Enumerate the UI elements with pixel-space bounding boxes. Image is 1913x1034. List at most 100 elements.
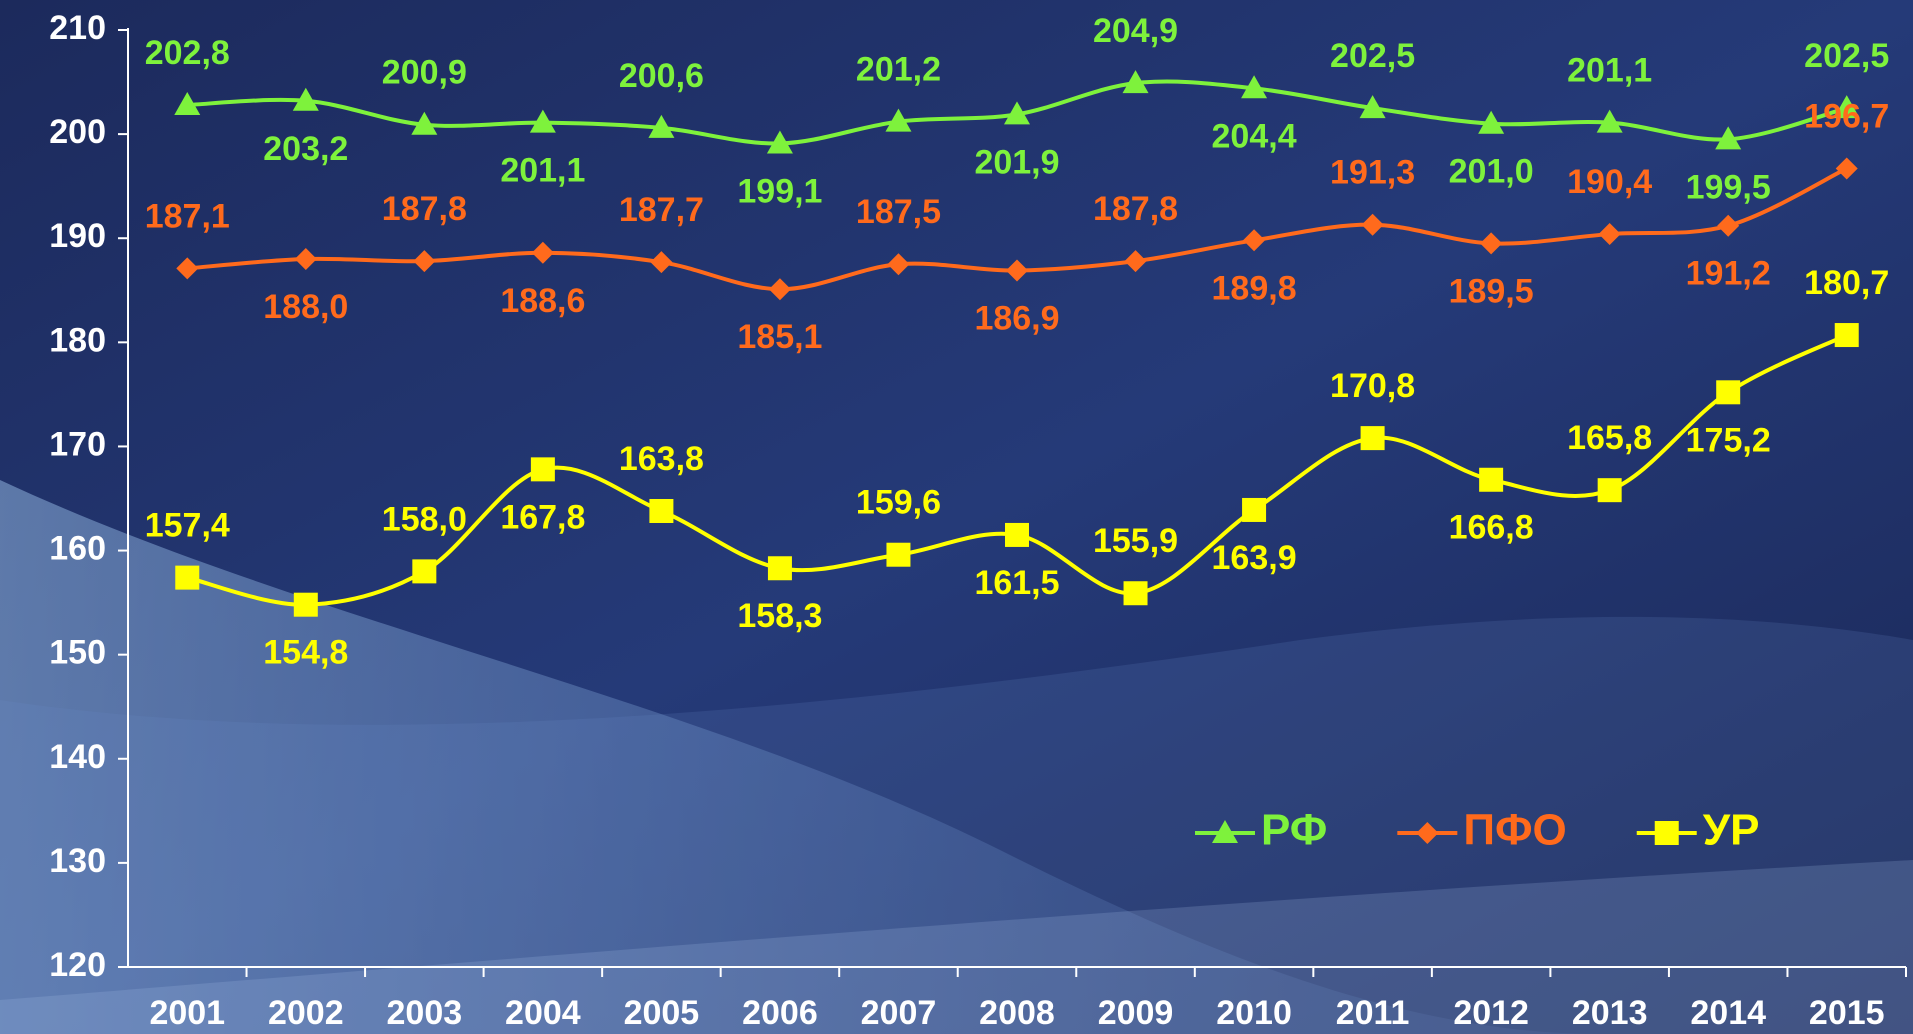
x-tick-label: 2003 xyxy=(387,994,463,1032)
data-label: 202,5 xyxy=(1330,37,1415,75)
data-point xyxy=(412,559,437,584)
data-point xyxy=(1006,259,1028,282)
data-label: 175,2 xyxy=(1686,421,1771,459)
legend-label: ПФО xyxy=(1463,806,1566,855)
data-point xyxy=(1835,157,1858,180)
data-point xyxy=(413,250,436,273)
data-label: 165,8 xyxy=(1567,419,1652,457)
data-point xyxy=(292,87,319,111)
x-tick-label: 2009 xyxy=(1098,994,1174,1032)
data-point xyxy=(175,565,200,590)
data-point xyxy=(1243,229,1266,252)
background-wave xyxy=(0,616,1913,1034)
x-tick-label: 2002 xyxy=(268,994,344,1032)
data-point xyxy=(1597,478,1622,503)
background-wave xyxy=(0,480,1600,1034)
x-tick-label: 2008 xyxy=(979,994,1055,1032)
x-tick-label: 2004 xyxy=(505,994,581,1032)
data-label: 188,6 xyxy=(500,282,585,320)
data-label: 163,9 xyxy=(1212,539,1297,577)
data-label: 187,1 xyxy=(145,197,230,235)
y-tick-label: 210 xyxy=(49,9,106,47)
data-label: 159,6 xyxy=(856,484,941,522)
data-point xyxy=(1478,110,1505,134)
y-tick-label: 150 xyxy=(49,634,106,672)
data-label: 154,8 xyxy=(263,634,348,672)
data-label: 204,9 xyxy=(1093,12,1178,50)
data-point xyxy=(176,257,199,280)
data-label: 190,4 xyxy=(1567,163,1652,201)
legend-label: РФ xyxy=(1261,806,1327,855)
data-point xyxy=(1716,380,1741,405)
data-label: 163,8 xyxy=(619,440,704,478)
data-point xyxy=(1361,213,1384,236)
legend: РФ ПФО УР xyxy=(1195,806,1759,855)
data-point xyxy=(294,248,317,271)
data-label: 158,3 xyxy=(737,597,822,635)
data-point xyxy=(529,109,556,133)
y-tick-label: 200 xyxy=(49,113,106,151)
x-tick-label: 2012 xyxy=(1453,994,1529,1032)
data-label: 166,8 xyxy=(1449,509,1534,547)
data-label: 167,8 xyxy=(500,498,585,536)
data-label: 191,3 xyxy=(1330,154,1415,192)
data-label: 187,5 xyxy=(856,193,941,231)
data-point xyxy=(767,556,792,581)
data-label: 202,8 xyxy=(145,34,230,72)
y-tick-label: 120 xyxy=(49,946,106,984)
x-tick-label: 2005 xyxy=(624,994,700,1032)
data-point xyxy=(530,457,555,482)
data-point xyxy=(768,278,791,301)
data-label: 185,1 xyxy=(737,318,822,356)
data-label: 201,0 xyxy=(1449,153,1534,191)
data-point xyxy=(648,114,675,138)
x-tick-label: 2011 xyxy=(1336,994,1410,1032)
data-label: 200,9 xyxy=(382,54,467,92)
data-point xyxy=(1124,250,1147,273)
x-tick-label: 2006 xyxy=(742,994,818,1032)
data-point xyxy=(1005,522,1029,547)
data-point xyxy=(1360,426,1385,451)
data-point xyxy=(1598,223,1621,246)
data-label: 186,9 xyxy=(974,299,1059,337)
data-label: 199,1 xyxy=(737,172,822,210)
data-point xyxy=(293,592,318,617)
data-label: 180,7 xyxy=(1804,264,1889,302)
x-tick-label: 2014 xyxy=(1690,994,1766,1032)
data-label: 199,5 xyxy=(1686,168,1771,206)
data-point xyxy=(1241,75,1268,99)
data-point xyxy=(1359,95,1386,119)
data-label: 187,8 xyxy=(382,190,467,228)
y-tick-label: 130 xyxy=(49,842,106,880)
data-point xyxy=(1123,581,1148,606)
data-label: 170,8 xyxy=(1330,367,1415,405)
legend-marker xyxy=(1212,820,1238,843)
data-point xyxy=(1715,126,1742,150)
data-label: 187,8 xyxy=(1093,190,1178,228)
data-point xyxy=(649,498,674,523)
legend-marker xyxy=(1654,821,1679,845)
data-label: 187,7 xyxy=(619,191,704,229)
y-tick-label: 160 xyxy=(49,530,106,568)
data-point xyxy=(531,241,554,264)
data-point xyxy=(1717,214,1740,237)
data-label: 203,2 xyxy=(263,130,348,168)
x-tick-label: 2013 xyxy=(1572,994,1648,1032)
data-label: 189,8 xyxy=(1212,269,1297,307)
data-point xyxy=(1596,109,1623,133)
data-point xyxy=(1833,95,1860,119)
data-point xyxy=(885,108,912,132)
data-point xyxy=(650,251,673,274)
data-point xyxy=(174,91,201,115)
data-label: 196,7 xyxy=(1804,97,1889,135)
background-wave xyxy=(0,860,1913,1034)
data-label: 201,1 xyxy=(1567,52,1652,90)
data-label: 191,2 xyxy=(1686,255,1771,293)
data-point xyxy=(1004,101,1030,125)
y-tick-label: 180 xyxy=(49,321,106,359)
data-label: 201,9 xyxy=(974,143,1059,181)
data-point xyxy=(1834,323,1859,348)
data-label: 188,0 xyxy=(263,288,348,326)
y-tick-label: 170 xyxy=(49,425,106,463)
data-label: 202,5 xyxy=(1804,37,1889,75)
